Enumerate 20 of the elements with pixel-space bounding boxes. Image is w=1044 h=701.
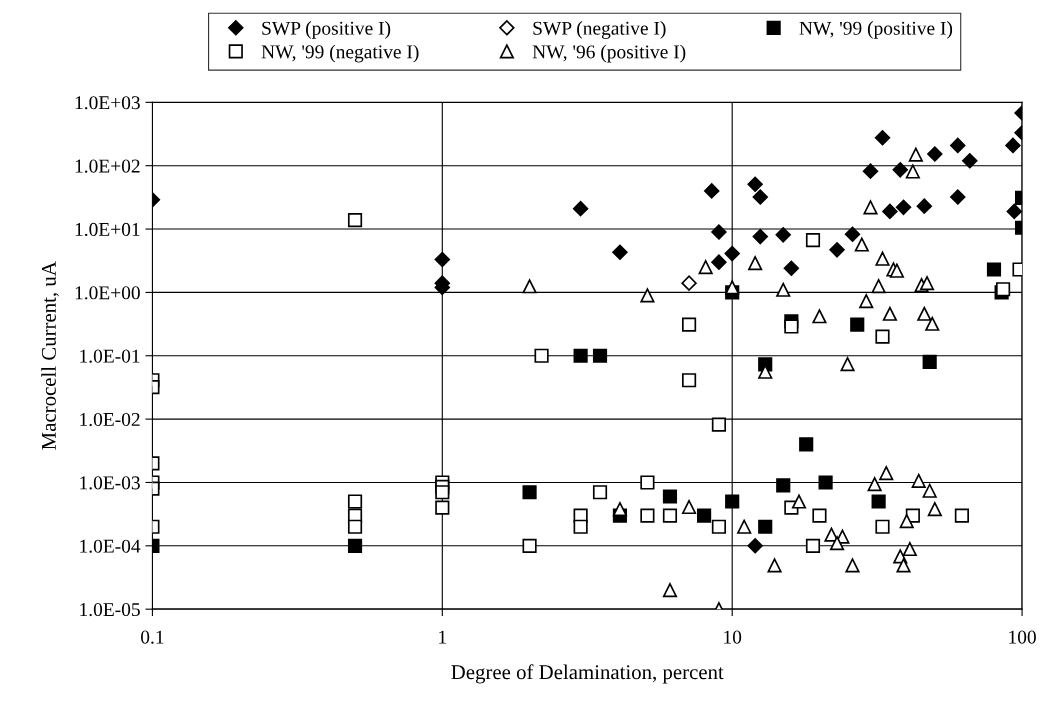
y-tick-label: 1.0E-04 xyxy=(80,539,141,553)
legend-label: NW, '99 (positive I) xyxy=(799,21,953,39)
x-tick-label: 10 xyxy=(724,630,742,644)
y-tick-label: 1.0E+01 xyxy=(75,222,140,237)
x-tick-label: 0.1 xyxy=(141,630,164,644)
y-axis-title: Macrocell Current, uA xyxy=(41,261,59,450)
y-tick-label: 1.0E+02 xyxy=(75,159,140,173)
y-tick-label: 1.0E-01 xyxy=(80,349,140,363)
x-axis-title: Degree of Delamination, percent xyxy=(451,664,724,684)
legend-label: SWP (negative I) xyxy=(533,21,666,39)
legend-label: NW, '96 (positive I) xyxy=(532,44,686,63)
y-tick-label: 1.0E+00 xyxy=(75,286,140,300)
y-tick-label: 1.0E+03 xyxy=(75,96,140,110)
x-tick-label: 1 xyxy=(439,630,446,644)
y-tick-label: 1.0E-02 xyxy=(80,412,140,427)
y-tick-label: 1.0E-03 xyxy=(80,476,140,490)
y-tick-label: 1.0E-05 xyxy=(80,602,140,617)
legend-label: SWP (positive I) xyxy=(262,21,391,39)
legend-label: NW, '99 (negative I) xyxy=(261,44,419,63)
x-tick-label: 100 xyxy=(1009,630,1036,644)
